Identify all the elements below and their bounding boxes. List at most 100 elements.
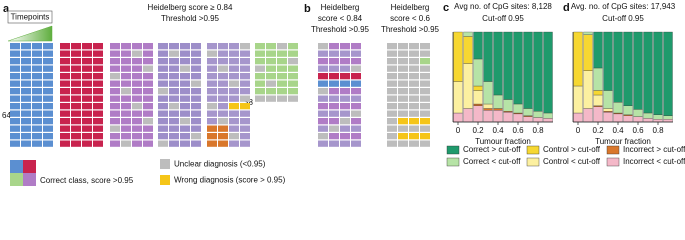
waffle-cell bbox=[121, 88, 131, 95]
waffle-cell bbox=[218, 58, 228, 65]
waffle-cell bbox=[318, 125, 328, 132]
x-tick-label: 0.4 bbox=[612, 126, 624, 135]
waffle-cell bbox=[43, 110, 53, 117]
waffle-cell bbox=[207, 73, 217, 80]
waffle-cell bbox=[277, 73, 287, 80]
waffle-cell bbox=[21, 50, 31, 57]
waffle-cell bbox=[32, 73, 42, 80]
waffle-cell bbox=[21, 125, 31, 132]
waffle-cell bbox=[340, 88, 350, 95]
x-tick-label: 0.8 bbox=[652, 126, 664, 135]
legend-swatch bbox=[526, 145, 540, 155]
waffle-cell bbox=[143, 58, 153, 65]
waffle-cell bbox=[180, 50, 190, 57]
waffle-cell bbox=[60, 58, 70, 65]
waffle-cell bbox=[351, 118, 361, 125]
waffle-cell bbox=[110, 43, 120, 50]
waffle-cell bbox=[340, 50, 350, 57]
waffle-cell bbox=[60, 103, 70, 110]
waffle-cell bbox=[420, 118, 430, 125]
waffle-cell bbox=[191, 103, 201, 110]
waffle-cell bbox=[10, 73, 20, 80]
x-tick-label: 0 bbox=[576, 126, 581, 135]
waffle-cell bbox=[351, 80, 361, 87]
waffle-cell bbox=[387, 58, 397, 65]
waffle-cell bbox=[255, 58, 265, 65]
waffle-cell bbox=[82, 58, 92, 65]
waffle-cell bbox=[132, 103, 142, 110]
bar-segment bbox=[593, 67, 603, 91]
waffle-cell bbox=[110, 58, 120, 65]
waffle-cell bbox=[71, 65, 81, 72]
waffle-cell bbox=[277, 80, 287, 87]
waffle-cell bbox=[32, 140, 42, 147]
waffle-cell bbox=[43, 103, 53, 110]
waffle-cell bbox=[82, 103, 92, 110]
bar-segment bbox=[543, 31, 553, 114]
bar-segment bbox=[473, 103, 483, 106]
waffle-cell bbox=[158, 73, 168, 80]
bar-segment bbox=[473, 90, 483, 105]
bar-segment bbox=[523, 108, 533, 116]
waffle-cell bbox=[420, 140, 430, 147]
waffle-cell bbox=[329, 73, 339, 80]
waffle-cell bbox=[93, 80, 103, 87]
waffle-cell bbox=[71, 110, 81, 117]
legend-label: Incorrect > cut-off bbox=[623, 145, 685, 154]
bar-segment bbox=[633, 31, 643, 110]
waffle-cell bbox=[207, 118, 217, 125]
waffle-cell bbox=[110, 88, 120, 95]
waffle-cell bbox=[255, 43, 265, 50]
waffle-cell bbox=[340, 43, 350, 50]
legend-label: Control < cut-off bbox=[543, 157, 601, 166]
waffle-cell bbox=[329, 140, 339, 147]
legend-swatch bbox=[10, 173, 23, 186]
waffle-cell bbox=[387, 125, 397, 132]
waffle-cell bbox=[218, 43, 228, 50]
waffle-cell bbox=[387, 118, 397, 125]
bar-segment bbox=[613, 31, 623, 103]
waffle-cell bbox=[82, 73, 92, 80]
waffle-cell bbox=[318, 50, 328, 57]
waffle-cell bbox=[43, 125, 53, 132]
waffle-cell bbox=[207, 110, 217, 117]
waffle-cell bbox=[398, 125, 408, 132]
bar-segment bbox=[593, 90, 603, 96]
waffle-cell bbox=[207, 43, 217, 50]
waffle-cell bbox=[82, 65, 92, 72]
waffle-cell bbox=[240, 43, 250, 50]
bar-segment bbox=[633, 116, 643, 123]
bar-segment bbox=[513, 103, 523, 114]
panel-heading: score < 0.84 bbox=[318, 14, 363, 23]
waffle-cell bbox=[398, 58, 408, 65]
waffle-cell bbox=[43, 88, 53, 95]
waffle-cell bbox=[10, 118, 20, 125]
waffle-cell bbox=[71, 95, 81, 102]
waffle-cell bbox=[255, 80, 265, 87]
waffle-cell bbox=[82, 140, 92, 147]
waffle-cell bbox=[132, 73, 142, 80]
waffle-cell bbox=[229, 95, 239, 102]
waffle-cell bbox=[32, 80, 42, 87]
waffle-cell bbox=[329, 43, 339, 50]
waffle-cell bbox=[93, 43, 103, 50]
waffle-cell bbox=[132, 125, 142, 132]
waffle-cell bbox=[420, 43, 430, 50]
waffle-cell bbox=[93, 133, 103, 140]
waffle-cell bbox=[132, 140, 142, 147]
bar-segment bbox=[463, 36, 473, 64]
waffle-cell bbox=[60, 65, 70, 72]
waffle-cell bbox=[121, 43, 131, 50]
waffle-cell bbox=[191, 118, 201, 125]
waffle-cell bbox=[180, 43, 190, 50]
waffle-cell bbox=[121, 125, 131, 132]
waffle-cell bbox=[143, 95, 153, 102]
waffle-cell bbox=[60, 95, 70, 102]
waffle-cell bbox=[71, 133, 81, 140]
waffle-cell bbox=[240, 140, 250, 147]
waffle-cell bbox=[340, 110, 350, 117]
waffle-cell bbox=[288, 88, 298, 95]
waffle-cell bbox=[398, 65, 408, 72]
bar-segment bbox=[503, 111, 513, 123]
waffle-cell bbox=[121, 133, 131, 140]
